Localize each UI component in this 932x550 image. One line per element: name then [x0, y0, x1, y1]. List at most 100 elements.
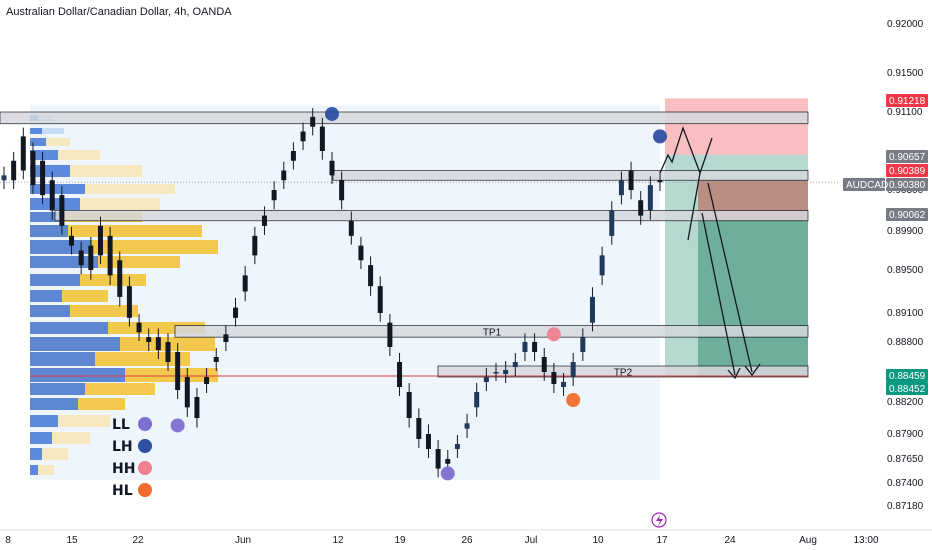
legend-label-ll: LL	[112, 417, 130, 433]
candle-body	[300, 131, 306, 142]
volume-profile-bar-blue	[30, 165, 70, 177]
volume-profile-bar	[30, 465, 54, 475]
symbol-tag	[843, 178, 885, 191]
candle-body	[464, 423, 470, 429]
price-tag-label: 0.91218	[889, 96, 926, 107]
candle-body	[40, 160, 46, 196]
volume-profile-bar-blue	[30, 305, 70, 317]
candle-body	[561, 382, 567, 387]
lightning-icon[interactable]	[651, 512, 667, 528]
pivot-marker-lh[interactable]	[653, 129, 667, 144]
volume-profile-bar	[30, 184, 175, 194]
projection-arrow-2[interactable]	[707, 182, 753, 373]
volume-profile-bar-blue	[30, 184, 85, 194]
chart-title: Australian Dollar/Canadian Dollar, 4h, O…	[6, 6, 232, 18]
y-tick-label: 0.87400	[887, 478, 924, 489]
candle-body	[416, 418, 422, 439]
price-tag-label: 0.88452	[889, 384, 926, 395]
volume-profile-bar-blue	[30, 352, 95, 366]
candle-body	[329, 160, 335, 176]
y-tick-label: 0.91500	[887, 68, 924, 79]
candle-body	[252, 235, 258, 256]
candle-body	[11, 160, 17, 181]
price-tag[interactable]	[886, 94, 928, 107]
legend-dot-ll	[138, 417, 152, 431]
candle-body	[657, 180, 663, 183]
price-tag-label: 0.90062	[889, 210, 926, 221]
volume-profile-bar-blue	[30, 290, 62, 302]
projection-arrow-1[interactable]	[701, 212, 736, 376]
x-tick-label: Aug	[799, 535, 817, 546]
price-tag[interactable]	[886, 164, 928, 177]
support-resistance-zone[interactable]	[174, 325, 809, 338]
candle-body	[97, 225, 103, 256]
price-tag[interactable]	[886, 382, 928, 395]
x-tick-label: 10	[592, 535, 604, 546]
x-tick-label: 17	[656, 535, 668, 546]
arrowhead-2	[744, 363, 761, 377]
volume-profile-bar-blue	[30, 128, 42, 134]
candle-body	[503, 370, 509, 374]
symbol-tag-label: AUDCAD	[846, 180, 888, 191]
price-tag[interactable]	[886, 178, 928, 191]
y-tick-label: 0.88200	[887, 397, 924, 408]
candle-body	[512, 362, 518, 367]
volume-profile-bar-blue	[30, 150, 58, 160]
candle-body	[522, 342, 528, 352]
pivot-marker-hh[interactable]	[546, 327, 561, 342]
volume-profile-bar-blue	[30, 398, 78, 410]
candle-body	[589, 296, 595, 323]
volume-profile-bar-blue	[30, 138, 46, 146]
x-tick-label: 8	[5, 535, 11, 546]
volume-profile-bar-blue	[30, 448, 42, 460]
stop-loss-zone[interactable]	[665, 98, 808, 155]
x-tick-label: 13:00	[853, 535, 878, 546]
volume-profile-bar-blue	[30, 337, 120, 351]
price-tag[interactable]	[886, 150, 928, 163]
candle-body	[609, 210, 615, 236]
candle-body	[580, 337, 586, 352]
volume-profile-bar-blue	[30, 368, 125, 382]
candle-body	[146, 337, 152, 342]
pivot-marker-hl[interactable]	[566, 393, 581, 407]
volume-profile-bar-blue	[30, 240, 92, 254]
pivot-marker-ll[interactable]	[170, 418, 185, 433]
volume-profile-bar-blue	[30, 432, 52, 444]
x-tick-label: 26	[461, 535, 473, 546]
candle-body	[194, 397, 200, 418]
candle-body	[59, 195, 65, 226]
support-resistance-zone[interactable]	[437, 365, 809, 378]
legend-dot-lh	[138, 439, 152, 453]
candle-body	[49, 180, 55, 211]
candle-body	[551, 372, 557, 384]
pivot-marker-lh[interactable]	[325, 106, 339, 121]
candle-body	[445, 459, 451, 464]
price-tag-label: 0.90389	[889, 166, 926, 177]
price-tag[interactable]	[886, 208, 928, 221]
pivot-marker-ll[interactable]	[440, 466, 455, 481]
projection-path[interactable]	[659, 126, 713, 241]
support-resistance-zone[interactable]	[54, 210, 809, 222]
candle-body	[638, 200, 644, 216]
x-tick-label: Jul	[525, 535, 538, 546]
candle-body	[175, 352, 181, 390]
candle-body	[88, 245, 94, 270]
support-resistance-zone[interactable]	[0, 111, 809, 125]
volume-profile-bar-blue	[30, 198, 80, 210]
x-tick-label: 24	[724, 535, 736, 546]
support-resistance-zone[interactable]	[332, 170, 809, 181]
price-tag[interactable]	[886, 369, 928, 382]
candle-body	[184, 377, 190, 408]
candle-body	[165, 342, 171, 362]
candle-body	[368, 265, 374, 287]
candle-body	[155, 337, 161, 350]
candle-body	[541, 357, 547, 372]
candle-body	[213, 357, 219, 362]
candle-body	[483, 377, 489, 382]
zone-label: TP2	[614, 368, 633, 379]
y-tick-label: 0.89100	[887, 308, 924, 319]
candle-body	[377, 286, 383, 313]
y-tick-label: 0.87650	[887, 454, 924, 465]
candle-body	[242, 275, 248, 292]
